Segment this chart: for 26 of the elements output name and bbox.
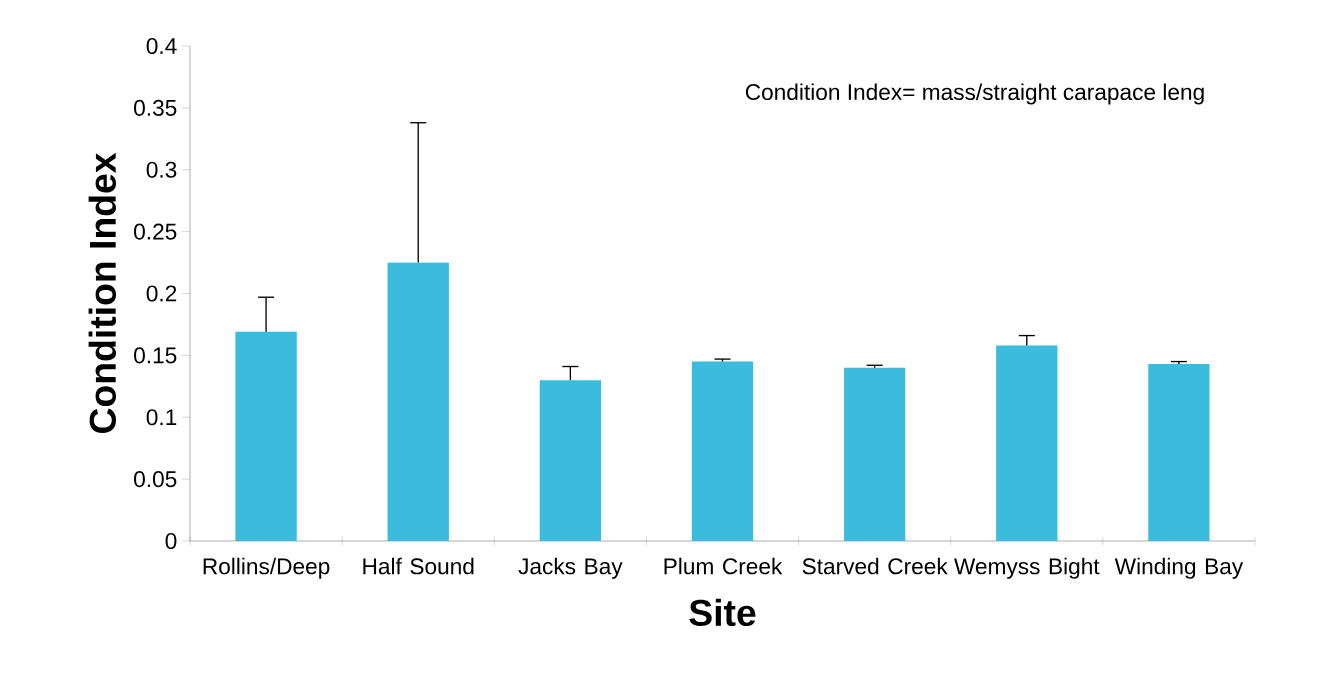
y-axis-title: Condition Index [88,152,117,433]
bar [996,345,1058,541]
x-tick-label: Starved Creek [802,557,948,575]
x-tick-label: Jacks Bay [518,557,623,579]
bar [843,367,906,541]
x-tick-label: Wemyss Bight [954,557,1100,579]
y-tick-label: 0.05 [134,471,177,488]
y-tick-label: 0.4 [146,37,177,55]
bar [1148,364,1210,541]
x-tick-label: Winding Bay [1114,557,1244,579]
y-tick-label: 0 [165,532,177,550]
bar [235,331,297,541]
x-axis-title: Site [689,598,756,627]
y-tick-label: 0.15 [134,347,177,364]
bar [691,361,754,541]
annotation: Condition Index= mass/straight carapace leng [745,83,1204,105]
x-tick-label: Plum Creek [664,557,783,575]
y-tick-label: 0.25 [134,223,177,240]
y-tick-label: 0.1 [146,409,177,426]
x-tick-label: Rollins/Deep [203,557,330,579]
y-tick-label: 0.3 [146,161,177,178]
bar [387,262,449,541]
bar [539,380,602,541]
y-tick-label: 0.35 [134,99,177,116]
x-tick-label: Half Sound [363,557,474,575]
y-tick-label: 0.2 [146,285,177,302]
